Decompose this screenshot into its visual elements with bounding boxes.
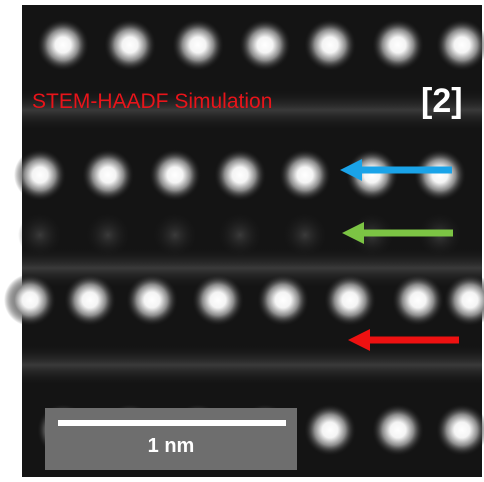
atom-column [172,19,224,71]
atom-column [304,19,356,71]
atom-column [214,149,266,201]
atom-column [239,19,291,71]
atom-column [372,19,424,71]
band [22,343,482,387]
atom-column [14,149,66,201]
atom-column [192,274,244,326]
atom-column [414,149,466,201]
atom-column [283,213,327,257]
atom-column [64,274,116,326]
atom-column [279,149,331,201]
atom-column [218,213,262,257]
atom-column [324,274,376,326]
atom-column [372,404,424,456]
atom-column [304,404,356,456]
atom-column [257,274,309,326]
atom-column [392,274,444,326]
atom-column [4,274,56,326]
scale-bar: 1 nm [45,408,297,470]
atom-column [18,213,62,257]
atom-column [86,213,130,257]
atom-column [104,19,156,71]
reference: [2] [421,82,463,120]
image-label: STEM-HAADF Simulation [32,90,272,113]
atom-column [126,274,178,326]
atom-column [153,213,197,257]
scale-bar-line [58,420,286,426]
atom-column [149,149,201,201]
scale-bar-label: 1 nm [148,435,195,457]
atom-column [82,149,134,201]
stem-image: STEM-HAADF Simulation [2] 1 nm [0,0,484,482]
atom-column [37,19,89,71]
